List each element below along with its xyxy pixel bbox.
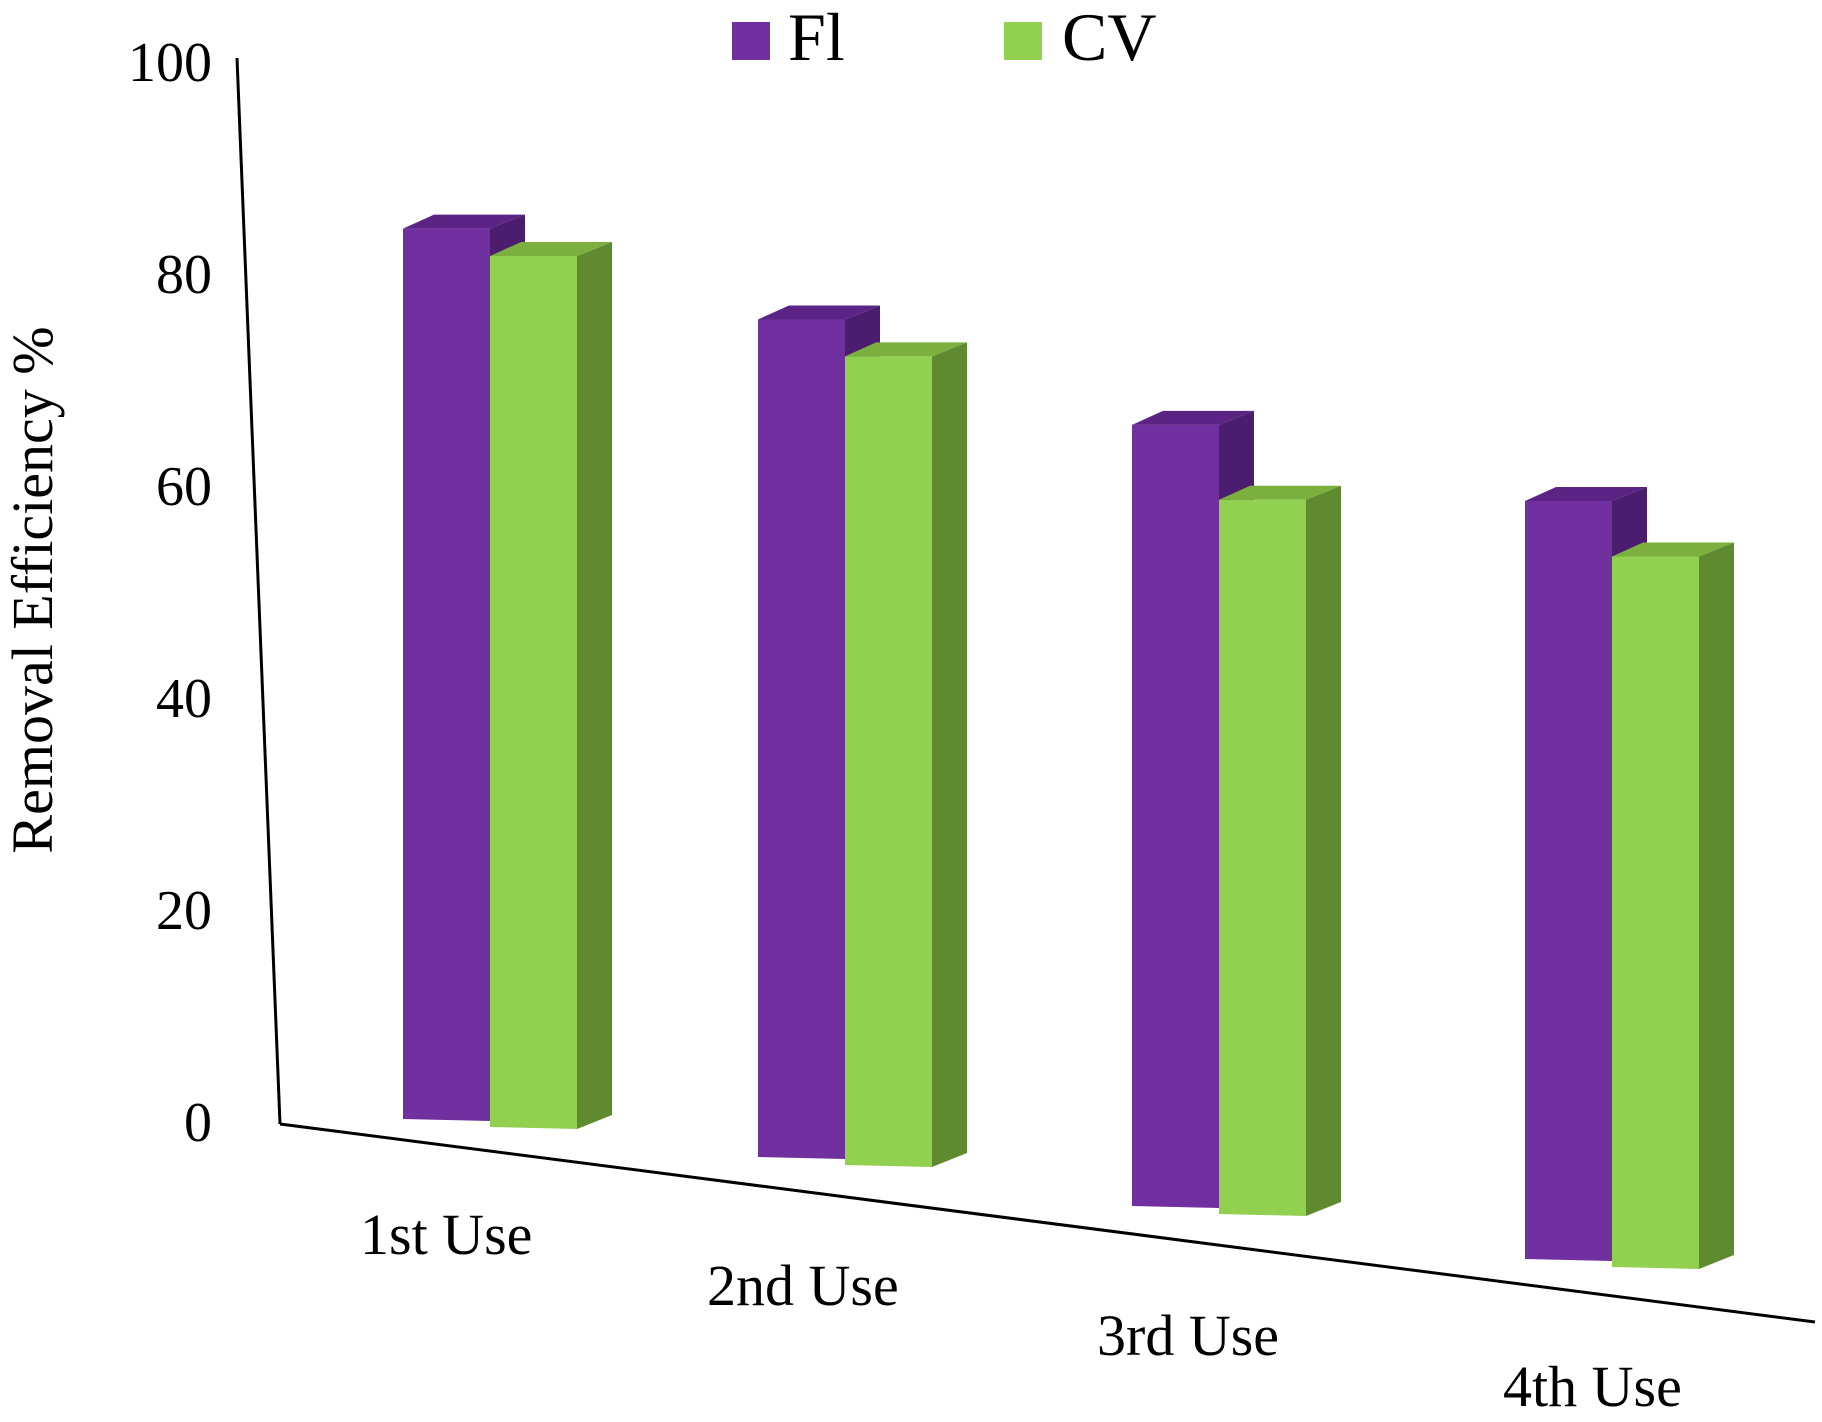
bar-front <box>1132 424 1219 1208</box>
y-axis-line <box>235 57 282 1125</box>
bar-front <box>845 356 932 1167</box>
y-axis-title: Removal Efficiency % <box>0 326 65 853</box>
bar-front <box>1612 556 1699 1269</box>
legend-item-cv: CV <box>1004 0 1156 75</box>
bar-side <box>577 242 612 1129</box>
y-tick-label: 0 <box>184 1092 212 1154</box>
x-category-label: 3rd Use <box>1097 1303 1279 1368</box>
x-category-label: 1st Use <box>360 1202 532 1267</box>
y-tick-label: 100 <box>128 32 212 94</box>
bar-top <box>758 305 880 320</box>
x-category-label: 4th Use <box>1503 1354 1682 1419</box>
bar-cv-2 <box>845 342 967 1167</box>
bar-cv-1 <box>490 242 612 1129</box>
bars <box>403 214 1734 1269</box>
x-category-label: 2nd Use <box>707 1253 899 1318</box>
axes <box>235 57 1816 1324</box>
legend-swatch <box>1004 22 1042 60</box>
bar-top <box>1612 542 1734 557</box>
bar-front <box>1219 499 1306 1216</box>
bar-cv-4 <box>1612 542 1734 1269</box>
y-tick-label: 40 <box>156 668 212 730</box>
x-axis-line <box>279 1122 1816 1324</box>
bar-front <box>403 228 490 1122</box>
bar-top <box>1525 487 1647 501</box>
bar-top <box>1219 485 1341 500</box>
bar-top <box>845 342 967 357</box>
bar-top <box>1132 410 1254 425</box>
labels: 0 20 40 60 80 100 Removal Efficiency % 1st Use 2… <box>0 32 1682 1419</box>
bar-side <box>932 342 967 1167</box>
bar-top <box>490 242 612 256</box>
legend-label: Fl <box>788 0 845 75</box>
bar-front <box>1525 501 1612 1261</box>
bar-side <box>1306 485 1341 1216</box>
bar-side <box>1699 542 1734 1269</box>
bar-front <box>490 256 577 1129</box>
bar-top <box>403 214 525 229</box>
bar-cv-3 <box>1219 485 1341 1216</box>
bar-front <box>758 319 845 1159</box>
legend-swatch <box>732 22 770 60</box>
y-tick-label: 20 <box>156 880 212 942</box>
y-tick-label: 60 <box>156 456 212 518</box>
legend: Fl CV <box>732 0 1156 75</box>
legend-item-fl: Fl <box>732 0 845 75</box>
legend-label: CV <box>1062 0 1156 75</box>
y-tick-label: 80 <box>156 244 212 306</box>
